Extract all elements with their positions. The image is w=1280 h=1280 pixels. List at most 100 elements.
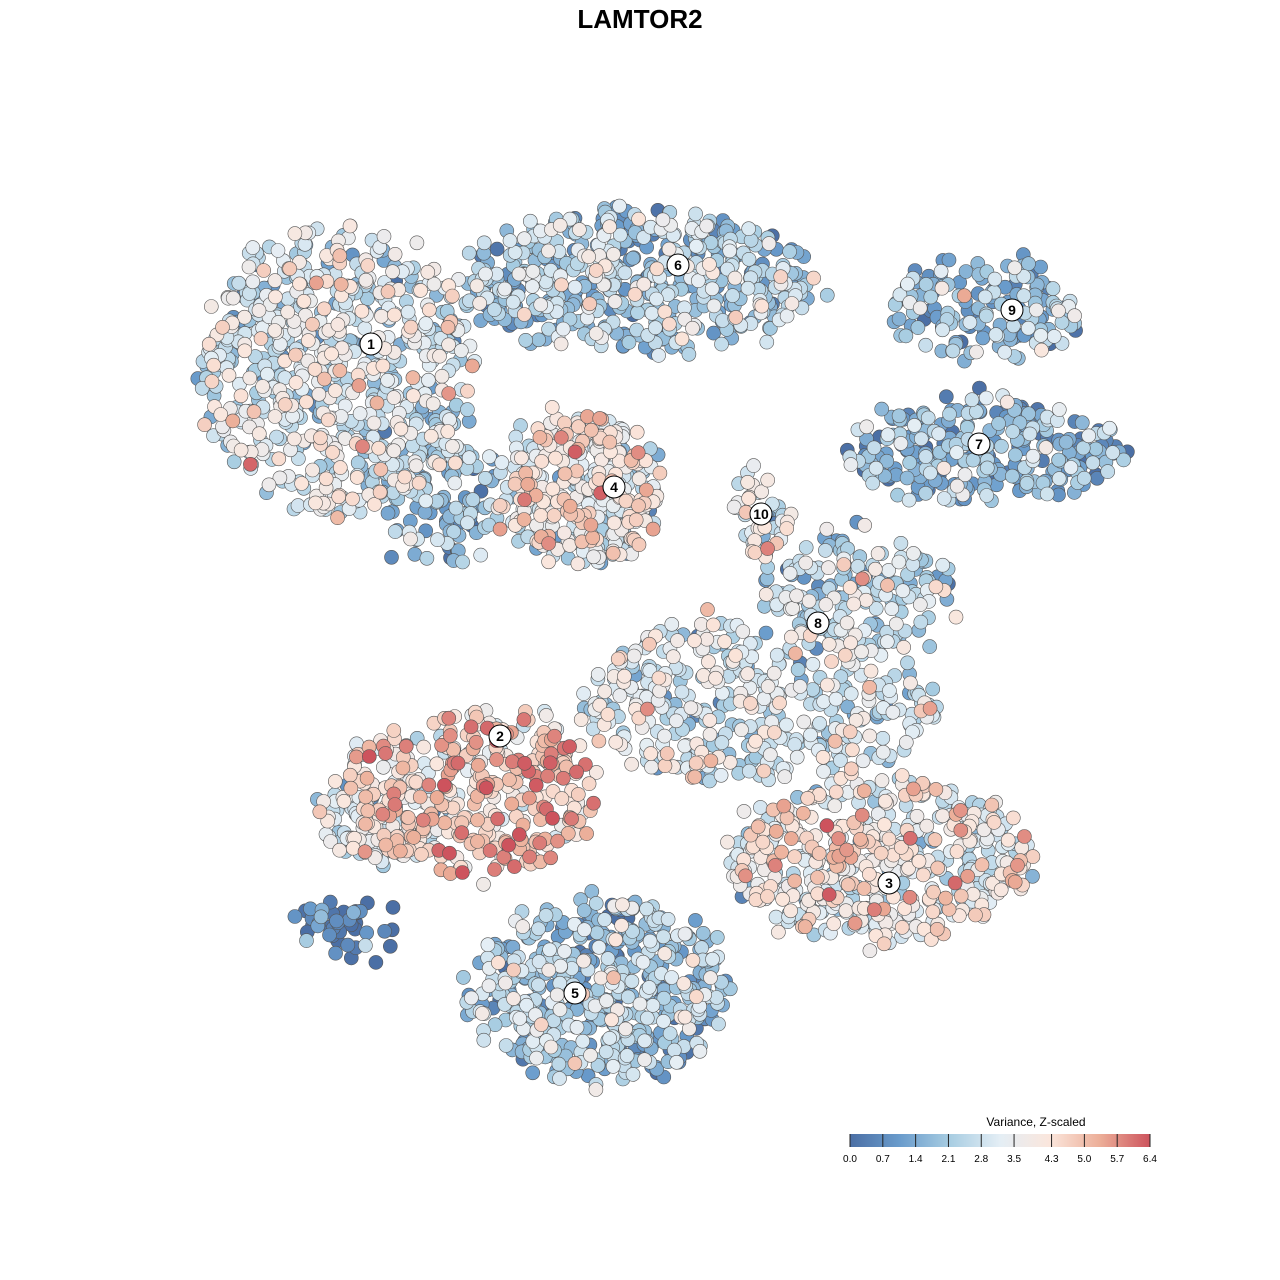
data-point: [478, 266, 493, 282]
data-point: [602, 219, 617, 234]
data-point: [332, 363, 348, 378]
data-point: [840, 877, 856, 893]
data-point: [546, 508, 562, 523]
data-point: [735, 624, 751, 639]
data-point: [821, 636, 837, 652]
chart-title: LAMTOR2: [577, 4, 703, 34]
data-point: [522, 849, 537, 865]
data-point: [816, 764, 831, 779]
data-point: [703, 970, 718, 986]
data-point: [875, 730, 891, 746]
data-point: [261, 477, 277, 493]
data-point: [256, 263, 272, 278]
data-point: [464, 990, 479, 1006]
data-point: [933, 263, 949, 279]
data-point: [704, 281, 720, 297]
data-point: [740, 666, 756, 682]
data-point: [782, 244, 797, 259]
data-point: [327, 383, 343, 398]
data-point: [843, 761, 859, 777]
data-point: [440, 424, 456, 439]
data-point: [930, 860, 946, 876]
data-point: [666, 1042, 682, 1058]
svg-text:8: 8: [814, 615, 822, 631]
data-point: [1016, 288, 1032, 304]
data-point: [727, 270, 743, 286]
data-point: [806, 270, 821, 286]
data-point: [592, 411, 608, 426]
data-point: [979, 488, 995, 503]
data-point: [618, 493, 634, 509]
data-point: [480, 937, 496, 953]
data-point: [282, 261, 298, 277]
data-point: [819, 521, 835, 537]
data-point: [919, 818, 935, 834]
data-point: [949, 844, 965, 859]
data-point: [795, 805, 811, 821]
data-point: [441, 337, 456, 353]
legend-tick-label: 4.3: [1045, 1154, 1059, 1165]
data-point: [853, 831, 868, 847]
data-point: [358, 816, 373, 832]
data-point: [606, 515, 622, 531]
data-point: [657, 946, 673, 961]
data-point: [357, 844, 373, 860]
data-point: [898, 735, 914, 750]
data-point: [818, 543, 833, 558]
data-point: [935, 322, 950, 338]
data-point: [405, 370, 421, 386]
data-point: [385, 264, 400, 280]
data-point: [657, 758, 673, 774]
data-point: [555, 321, 571, 337]
data-point: [828, 691, 844, 707]
data-point: [533, 1017, 549, 1032]
data-point: [772, 695, 787, 711]
data-point: [591, 733, 607, 749]
data-point: [581, 249, 597, 265]
data-point: [532, 835, 548, 851]
data-point: [567, 1056, 583, 1071]
data-point: [760, 541, 775, 556]
data-point: [409, 235, 425, 251]
data-point: [516, 712, 532, 727]
data-point: [470, 834, 485, 849]
data-point: [896, 639, 912, 655]
data-point: [573, 712, 589, 727]
legend-tick-label: 5.0: [1077, 1154, 1091, 1165]
data-point: [964, 392, 980, 408]
data-point: [591, 939, 607, 955]
data-point: [562, 538, 578, 553]
data-point: [387, 307, 402, 323]
data-point: [541, 536, 556, 551]
data-point: [740, 474, 756, 490]
data-point: [576, 953, 591, 969]
data-point: [267, 323, 283, 338]
data-point: [728, 310, 744, 325]
data-point: [689, 989, 704, 1005]
data-point: [798, 555, 814, 571]
data-point: [246, 404, 262, 420]
data-point: [444, 288, 460, 304]
data-point: [683, 700, 699, 716]
data-point: [885, 704, 901, 720]
data-point: [1085, 455, 1101, 471]
data-point: [743, 695, 758, 711]
data-point: [902, 889, 918, 905]
data-point: [350, 455, 366, 471]
data-point: [386, 443, 402, 459]
data-point: [447, 475, 463, 491]
data-point: [547, 728, 562, 744]
data-point: [789, 588, 804, 604]
data-point: [893, 436, 909, 451]
data-point: [487, 1017, 503, 1032]
data-point: [713, 767, 729, 783]
data-point: [514, 450, 529, 466]
data-point: [583, 1048, 598, 1063]
data-point: [836, 557, 852, 572]
data-point: [935, 808, 950, 824]
data-point: [395, 760, 411, 776]
data-point: [882, 683, 897, 698]
data-point: [387, 797, 403, 812]
cluster-label-2: 2: [488, 724, 512, 748]
